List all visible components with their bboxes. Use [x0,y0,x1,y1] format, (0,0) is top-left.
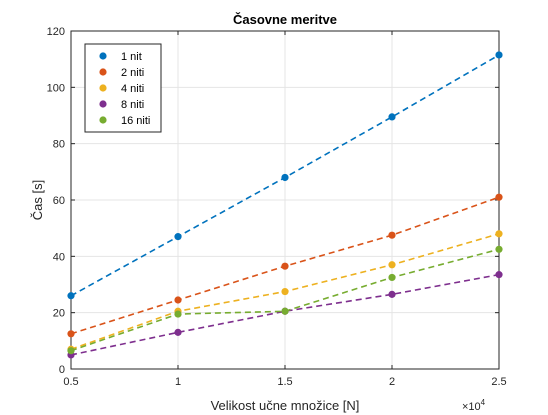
data-point [281,287,289,296]
x-axis-multiplier: ×104 [462,398,486,413]
chart-title: Časovne meritve [233,12,337,27]
data-point [174,296,182,304]
data-series [67,51,503,359]
y-tick-label: 20 [53,308,65,320]
data-point [495,230,503,238]
data-point [495,271,503,279]
data-point [388,273,396,282]
series-4 [67,245,503,355]
data-point [281,173,289,182]
legend-label: 2 niti [121,67,144,79]
legend-marker [99,84,107,92]
series-1 [67,193,503,338]
data-point [281,262,289,270]
x-tick-label: 1.5 [277,376,292,388]
legend-label: 16 niti [121,115,150,127]
x-tick-label: 1 [175,376,181,388]
y-axis-label: Čas [s] [30,180,45,220]
y-tick-label: 0 [59,364,65,376]
x-tick-label: 0.5 [63,376,78,388]
legend-label: 8 niti [121,99,144,111]
data-point [388,113,396,121]
data-point [174,233,182,241]
x-axis-multiplier-base: ×10 [462,401,481,413]
x-axis-multiplier-exponent: 4 [481,398,486,407]
legend-label: 4 niti [121,83,144,95]
data-point [388,261,396,269]
legend-marker [99,52,107,60]
x-tick-label: 2.5 [491,376,506,388]
data-point [174,310,182,318]
legend-marker [99,100,107,108]
x-axis-label: Velikost učne množice [N] [211,398,360,413]
x-tick-label: 2 [389,376,395,388]
data-point [388,290,396,298]
data-point [495,51,503,59]
y-tick-label: 60 [53,195,65,207]
y-tick-label: 40 [53,251,65,263]
data-point [67,292,75,300]
y-tick-label: 80 [53,139,65,151]
series-0 [67,51,503,300]
data-point [67,347,75,355]
axis-ticks: 0.5 1 1.5 2 2.5 0 20 40 60 80 100 120 [47,26,507,388]
series-line [70,273,500,356]
legend: 1 nit 2 niti 4 niti 8 niti 16 niti [84,43,162,133]
data-point [67,330,75,338]
data-point [174,328,182,336]
legend-label: 1 nit [121,51,142,63]
data-point [388,231,396,239]
data-point [495,193,503,201]
data-point [495,245,503,253]
data-point [281,307,289,315]
y-tick-label: 100 [47,82,65,94]
legend-box [84,43,162,133]
legend-marker [99,68,107,76]
legend-marker [99,116,107,124]
series-3 [67,271,503,359]
y-tick-label: 120 [47,26,65,38]
